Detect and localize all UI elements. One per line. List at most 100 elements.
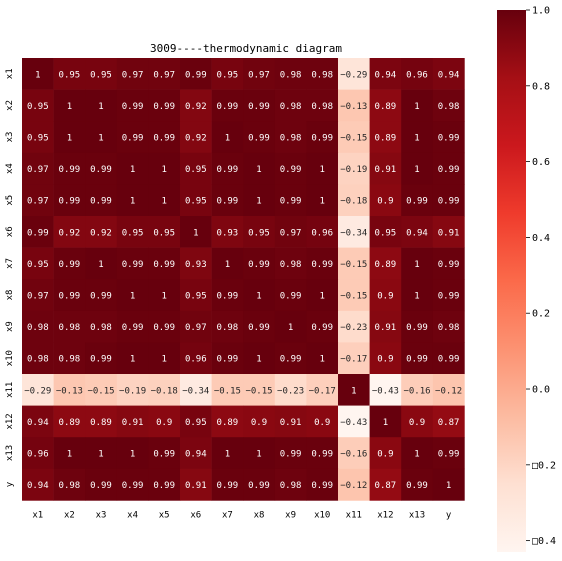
heatmap-cell — [338, 58, 370, 90]
heatmap-cell — [432, 374, 465, 406]
x-tick-label: x4 — [127, 510, 138, 520]
cell-value-label: 0.99 — [311, 260, 333, 270]
heatmap-cell — [432, 405, 465, 438]
cell-value-label: 1 — [414, 292, 419, 302]
cell-value-label: 1 — [98, 450, 103, 460]
heatmap-cell — [148, 247, 181, 280]
heatmap-cell — [369, 342, 402, 375]
heatmap-cell — [432, 216, 465, 248]
cell-value-label: 0.98 — [90, 323, 112, 333]
heatmap-cell — [401, 152, 434, 185]
cell-value-label: 0.99 — [90, 197, 112, 207]
heatmap-cell — [85, 58, 118, 90]
x-tick-label: x10 — [314, 510, 330, 520]
cell-value-label: 0.99 — [217, 102, 239, 112]
x-tick-label: x13 — [409, 510, 425, 520]
heatmap-cell — [148, 58, 181, 90]
cell-value-label: 0.99 — [217, 355, 239, 365]
heatmap-cell — [22, 58, 54, 90]
heatmap-cell — [401, 89, 434, 122]
cell-value-label: 1 — [98, 260, 103, 270]
heatmap-cell — [22, 216, 54, 248]
cell-value-label: 0.95 — [153, 228, 175, 238]
cell-value-label: 0.91 — [375, 165, 397, 175]
cell-value-label: 0.87 — [438, 418, 460, 428]
heatmap-cell — [369, 58, 402, 90]
heatmap-cell — [85, 342, 118, 375]
y-tick-label: x9 — [5, 321, 15, 332]
cell-value-label: 0.99 — [248, 102, 270, 112]
y-tick-label: x1 — [5, 68, 15, 79]
heatmap-cell — [338, 405, 370, 438]
cell-value-label: 0.99 — [59, 165, 81, 175]
heatmap-cell — [432, 468, 465, 501]
cell-value-label: −0.15 — [214, 386, 241, 396]
heatmap-cell — [274, 468, 307, 501]
cell-value-label: 0.89 — [90, 418, 112, 428]
heatmap-cell — [432, 279, 465, 312]
heatmap-cell — [180, 437, 212, 470]
cell-value-label: −0.13 — [340, 102, 367, 112]
heatmap-cell — [116, 374, 149, 406]
heatmap-cell — [53, 310, 86, 343]
cell-value-label: −0.23 — [340, 323, 367, 333]
cell-value-label: 1 — [67, 102, 72, 112]
cell-value-label: −0.16 — [403, 386, 430, 396]
cell-value-label: 0.98 — [280, 102, 302, 112]
y-tick-label: x10 — [5, 350, 15, 366]
heatmap-cell — [148, 310, 181, 343]
cell-value-label: 1 — [130, 292, 135, 302]
heatmap-cell — [53, 216, 86, 248]
cell-value-label: 0.98 — [27, 323, 49, 333]
y-tick-label: x13 — [5, 445, 15, 461]
cell-value-label: 0.99 — [248, 481, 270, 491]
heatmap-cell — [180, 405, 212, 438]
heatmap-cell — [432, 437, 465, 470]
heatmap-cell — [148, 342, 181, 375]
cell-value-label: 1 — [319, 355, 324, 365]
cell-value-label: 1 — [98, 134, 103, 144]
cell-value-label: 0.97 — [27, 197, 49, 207]
heatmap-cell — [369, 89, 402, 122]
heatmap-cell — [432, 152, 465, 185]
heatmap-cell — [85, 152, 118, 185]
cell-value-label: 0.99 — [153, 481, 175, 491]
cell-value-label: 0.9 — [156, 418, 172, 428]
heatmap-cell — [274, 216, 307, 248]
x-tick-label: x1 — [32, 510, 43, 520]
heatmap-cell — [306, 374, 339, 406]
heatmap-cell — [85, 184, 118, 217]
cell-value-label: 0.99 — [122, 481, 144, 491]
cell-value-label: 0.99 — [27, 228, 49, 238]
heatmap-cell — [85, 279, 118, 312]
heatmap-cell — [274, 374, 307, 406]
cell-value-label: 0.89 — [59, 418, 81, 428]
cell-value-label: −0.43 — [340, 418, 367, 428]
cell-value-label: 0.89 — [375, 134, 397, 144]
heatmap-cell — [116, 468, 149, 501]
cell-value-label: 0.98 — [280, 134, 302, 144]
heatmap-cell — [369, 405, 402, 438]
cell-value-label: 1 — [256, 355, 261, 365]
heatmap-cell — [338, 342, 370, 375]
cell-value-label: 0.99 — [122, 323, 144, 333]
heatmap-cell — [85, 405, 118, 438]
cell-value-label: 1 — [225, 134, 230, 144]
heatmap-cell — [369, 184, 402, 217]
cell-value-label: 0.87 — [375, 481, 397, 491]
heatmap-cell — [338, 437, 370, 470]
cell-value-label: 0.95 — [375, 228, 397, 238]
heatmap-cell — [243, 152, 276, 185]
cell-value-label: 0.99 — [217, 165, 239, 175]
cell-value-label: 1 — [383, 418, 388, 428]
cell-value-label: 0.99 — [153, 134, 175, 144]
cell-value-label: 0.99 — [280, 197, 302, 207]
cell-value-label: 1 — [130, 165, 135, 175]
heatmap-cell — [274, 310, 307, 343]
colorbar — [497, 10, 526, 552]
x-tick-label: x9 — [285, 510, 296, 520]
cell-value-label: 0.99 — [311, 323, 333, 333]
heatmap-cell — [211, 468, 244, 501]
heatmap-cell — [211, 152, 244, 185]
